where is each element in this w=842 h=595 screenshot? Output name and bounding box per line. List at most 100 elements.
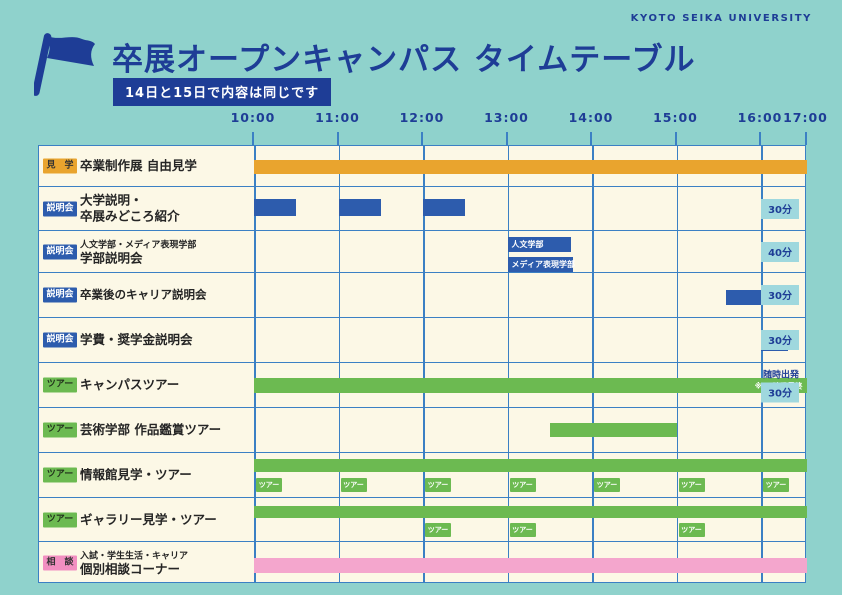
bar-label: メディア表現学部 [511,260,575,269]
grid-line [423,146,425,582]
timetable-row: ツアー 芸術学部 作品鑑賞ツアー [39,408,805,453]
duration-badge: 40分 [761,241,799,262]
category-badge: ツアー [43,422,77,438]
tour-marker: ツアー [509,478,536,492]
timetable-row: 説明会 人文学部・メディア表現学部 学部説明会 40分 人文学部メディア表現学部 [39,231,805,273]
timetable-row: ツアー ギャラリー見学・ツアー ツアー ツアー ツアー [39,498,807,542]
schedule-bar [254,160,807,174]
tour-marker: ツアー [678,478,705,492]
page-title: 卒展オープンキャンパス タイムテーブル [112,42,696,78]
axis-tick [505,132,508,145]
row-titles: 卒業制作展 自由見学 [80,158,197,175]
grid-line [761,146,763,582]
axis-label: 12:00 [399,110,445,125]
axis-tick [590,132,592,145]
row-titles: 人文学部・メディア表現学部 学部説明会 [80,237,196,267]
timetable-row: 相 談入試・学生生活・キャリア 個別相談コーナー [39,542,807,584]
category-badge: 説明会 [43,332,77,348]
subtitle-badge: 14日と15日で内容は同じです [113,78,332,106]
axis-tick [759,132,761,145]
grid-line [676,146,678,582]
grid-line [338,146,340,582]
axis-label: 17:00 [783,110,828,125]
duration-badge: 30分 [761,285,799,305]
row-title: 卒業制作展 自由見学 [80,157,197,173]
schedule-bar [423,199,466,216]
schedule-bar [725,290,761,305]
category-badge: ツアー [43,512,77,527]
row-titles: 芸術学部 作品鑑賞ツアー [80,422,221,439]
time-axis: 10:00 11:00 12:00 13:00 14:00 15:00 16:00 17:00 [38,110,828,145]
category-badge: 見 学 [43,158,77,174]
duration-wrap: 40分 [761,241,799,262]
row-title: 学部説明会 [80,249,143,265]
duration-wrap: 30分 [761,285,799,305]
axis-tick [336,132,339,145]
grid-line [507,146,509,582]
tour-marker: ツアー [594,478,620,492]
schedule-bar-labeled: メディア表現学部 [507,257,575,272]
axis-tick [804,132,807,145]
category-badge: 説明会 [43,244,77,259]
timetable-row: 説明会 卒業後のキャリア説明会 30分 [39,273,805,318]
row-subtitle: 人文学部・メディア表現学部 [80,239,197,250]
row-title: 情報館見学・ツアー [80,466,192,482]
category-badge: 相 談 [43,555,77,571]
axis-label: 14:00 [568,110,614,125]
axis-label: 11:00 [315,110,360,125]
axis-label: 16:00 [737,110,783,125]
row-title: 大学説明・ 卒展みどころ紹介 [80,192,180,224]
tour-marker: ツアー [678,523,705,537]
duration-wrap: 30分 [761,198,799,219]
row-title: 個別相談コーナー [80,561,181,577]
axis-label: 13:00 [484,110,529,125]
university-brand: KYOTO SEIKA UNIVERSITY [630,13,812,24]
axis-tick [421,132,423,145]
duration-wrap: 30分 [761,330,799,350]
axis-tick [252,132,254,145]
timetable: 見 学卒業制作展 自由見学 説明会 大学説明・ 卒展みどころ紹介 30分 説明会 人文学部… [38,145,807,584]
row-titles: ギャラリー見学・ツアー [80,511,217,528]
row-title: 芸術学部 作品鑑賞ツアー [80,421,222,437]
duration-badge: 30分 [761,382,799,403]
tour-marker: ツアー [256,478,282,492]
schedule-bar [549,423,677,437]
row-titles: 入試・学生生活・キャリア 個別相談コーナー [80,548,188,578]
schedule-bar [254,506,807,518]
row-title: ギャラリー見学・ツアー [80,511,217,527]
duration-wrap: 随時出発 30分 [761,368,799,403]
schedule-bar [338,199,381,216]
flag-icon [34,33,95,96]
category-badge: ツアー [43,467,77,483]
row-subtitle: 入試・学生生活・キャリア [80,551,189,562]
row-title: 卒業後のキャリア説明会 [80,287,207,302]
grid-line [592,146,594,582]
tour-marker: ツアー [425,523,451,537]
row-titles: 卒業後のキャリア説明会 [80,287,207,302]
category-badge: 説明会 [43,287,77,303]
timetable-row: ツアー 情報館見学・ツアー ツアー ツアー ツアー ツアー ツアー ツアー ツアー [39,453,807,498]
row-titles: 学費・奨学金説明会 [80,332,193,349]
axis-label: 15:00 [653,110,698,125]
duration-badge: 30分 [761,198,799,219]
timetable-row: 見 学卒業制作展 自由見学 [39,146,807,187]
bar-label: 人文学部 [511,240,544,249]
category-badge: ツアー [43,377,77,393]
schedule-bar [254,199,297,216]
schedule-bar [254,558,807,573]
schedule-bar-labeled: 人文学部 [507,237,571,252]
row-titles: 情報館見学・ツアー [80,467,192,484]
tour-marker: ツアー [425,478,451,492]
tour-marker: ツアー [763,478,789,492]
duration-badge: 30分 [761,330,799,350]
timetable-row: 説明会 大学説明・ 卒展みどころ紹介 30分 [39,187,805,231]
axis-tick [674,132,677,145]
row-titles: 大学説明・ 卒展みどころ紹介 [80,192,180,225]
schedule-bar [254,459,807,472]
departure-note: 随時出発 [762,370,799,381]
row-title: キャンパスツアー [80,376,180,392]
timetable-row: 説明会 学費・奨学金説明会 30分 [39,318,805,363]
row-title: 学費・奨学金説明会 [80,331,193,347]
